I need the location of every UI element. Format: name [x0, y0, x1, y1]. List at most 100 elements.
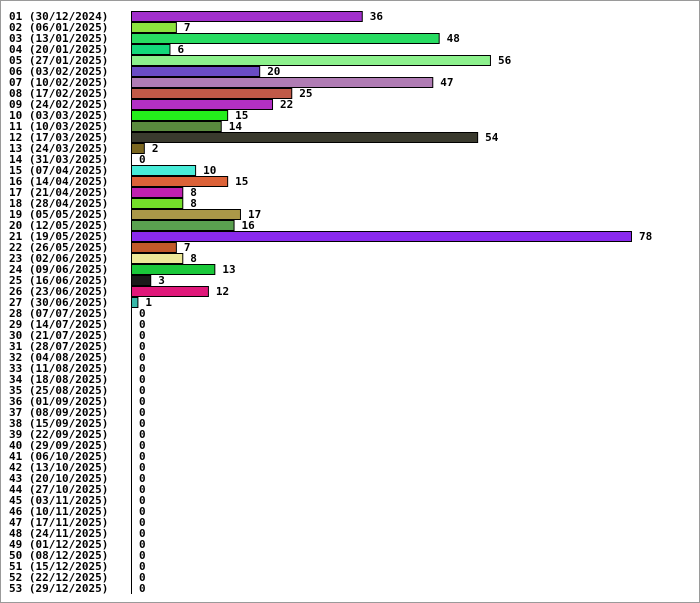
category-label: 35 (25/08/2025) — [9, 384, 108, 397]
category-label: 28 (07/07/2025) — [9, 307, 108, 320]
bar — [131, 198, 184, 209]
value-label: 25 — [299, 87, 312, 100]
value-label: 0 — [139, 571, 146, 584]
bar — [131, 231, 632, 242]
bar — [131, 220, 235, 231]
bar — [131, 110, 229, 121]
bar — [131, 121, 222, 132]
value-label: 78 — [639, 230, 652, 243]
category-label: 33 (11/08/2025) — [9, 362, 108, 375]
category-label: 22 (26/05/2025) — [9, 241, 108, 254]
value-label: 47 — [440, 76, 453, 89]
bar — [131, 275, 152, 286]
bar — [131, 253, 184, 264]
bar — [131, 286, 209, 297]
value-label: 0 — [139, 472, 146, 485]
value-label: 7 — [184, 241, 191, 254]
value-label: 0 — [139, 505, 146, 518]
value-label: 0 — [139, 439, 146, 452]
value-label: 6 — [177, 43, 184, 56]
bar — [131, 297, 139, 308]
value-label: 1 — [145, 296, 152, 309]
value-label: 8 — [190, 197, 197, 210]
value-label: 8 — [190, 252, 197, 265]
category-label: 19 (05/05/2025) — [9, 208, 108, 221]
category-label: 42 (13/10/2025) — [9, 461, 108, 474]
category-label: 46 (10/11/2025) — [9, 505, 108, 518]
value-label: 0 — [139, 362, 146, 375]
category-label: 49 (01/12/2025) — [9, 538, 108, 551]
category-label: 44 (27/10/2025) — [9, 483, 108, 496]
category-label: 36 (01/09/2025) — [9, 395, 108, 408]
value-label: 15 — [235, 175, 248, 188]
category-label: 08 (17/02/2025) — [9, 87, 108, 100]
value-label: 0 — [139, 307, 146, 320]
bar — [131, 77, 434, 88]
category-label: 45 (03/11/2025) — [9, 494, 108, 507]
bar — [131, 165, 197, 176]
category-label: 02 (06/01/2025) — [9, 21, 108, 34]
value-label: 2 — [152, 142, 159, 155]
value-label: 56 — [498, 54, 512, 67]
value-label: 10 — [203, 164, 216, 177]
value-label: 0 — [139, 538, 146, 551]
category-label: 48 (24/11/2025) — [9, 527, 108, 540]
bar — [131, 99, 274, 110]
category-label: 27 (30/06/2025) — [9, 296, 108, 309]
category-label: 18 (28/04/2025) — [9, 197, 108, 210]
bar — [131, 11, 363, 22]
category-label: 38 (15/09/2025) — [9, 417, 108, 430]
bar — [131, 264, 216, 275]
value-label: 12 — [216, 285, 229, 298]
category-label: 14 (31/03/2025) — [9, 153, 108, 166]
category-label: 26 (23/06/2025) — [9, 285, 108, 298]
value-label: 13 — [222, 263, 235, 276]
category-label: 40 (29/09/2025) — [9, 439, 108, 452]
category-label: 06 (03/02/2025) — [9, 65, 108, 78]
value-label: 48 — [447, 32, 460, 45]
category-label: 17 (21/04/2025) — [9, 186, 108, 199]
category-label: 21 (19/05/2025) — [9, 230, 108, 243]
category-label: 25 (16/06/2025) — [9, 274, 108, 287]
value-label: 0 — [139, 516, 146, 529]
value-label: 0 — [139, 340, 146, 353]
category-label: 10 (03/03/2025) — [9, 109, 108, 122]
category-label: 32 (04/08/2025) — [9, 351, 108, 364]
value-label: 17 — [248, 208, 261, 221]
bar — [131, 176, 229, 187]
value-label: 16 — [242, 219, 256, 232]
category-label: 53 (29/12/2025) — [9, 582, 108, 595]
category-label: 05 (27/01/2025) — [9, 54, 108, 67]
value-label: 0 — [139, 406, 146, 419]
value-label: 0 — [139, 549, 146, 562]
value-label: 8 — [190, 186, 197, 199]
category-label: 04 (20/01/2025) — [9, 43, 108, 56]
value-label: 0 — [139, 351, 146, 364]
bar — [131, 143, 145, 154]
bar — [131, 66, 261, 77]
category-label: 30 (21/07/2025) — [9, 329, 108, 342]
value-label: 0 — [139, 450, 146, 463]
value-label: 0 — [139, 318, 146, 331]
value-label: 0 — [139, 428, 146, 441]
value-label: 0 — [139, 483, 146, 496]
value-label: 54 — [485, 131, 499, 144]
bar — [131, 209, 241, 220]
value-label: 0 — [139, 373, 146, 386]
category-label: 43 (20/10/2025) — [9, 472, 108, 485]
category-label: 09 (24/02/2025) — [9, 98, 108, 111]
bar — [131, 242, 177, 253]
value-label: 0 — [139, 384, 146, 397]
value-label: 22 — [280, 98, 293, 111]
category-label: 12 (17/03/2025) — [9, 131, 108, 144]
value-label: 20 — [267, 65, 280, 78]
bar — [131, 88, 293, 99]
value-label: 0 — [139, 582, 146, 595]
category-label: 07 (10/02/2025) — [9, 76, 108, 89]
value-label: 36 — [370, 10, 384, 23]
category-label: 03 (13/01/2025) — [9, 32, 108, 45]
value-label: 15 — [235, 109, 248, 122]
